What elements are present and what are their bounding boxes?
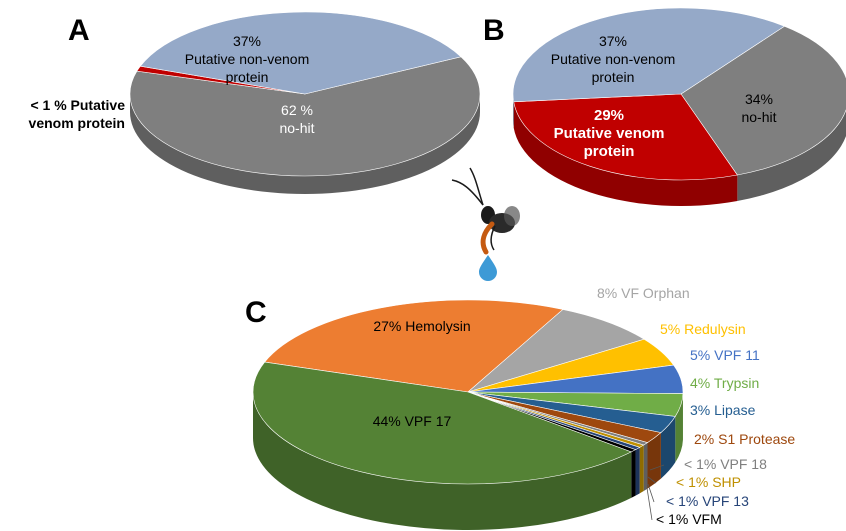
- slice-label-lipase: 3% Lipase: [690, 402, 756, 418]
- slice-label-trypsin: 4% Trypsin: [690, 375, 759, 391]
- pie-chart-c: 44% VPF 17 27% Hemolysin 8% VF Orphan 5% Re…: [253, 285, 795, 530]
- slice-label-vpf-11: 5% VPF 11: [690, 347, 760, 363]
- slice-label-vf-orphan: 8% VF Orphan: [597, 285, 690, 301]
- slice-label-vpf-18: < 1% VPF 18: [684, 456, 767, 472]
- pie-slices: [513, 8, 846, 180]
- slice-label-venom: < 1 % Putative venom protein: [29, 97, 126, 131]
- pie-side-vpf-18: [644, 443, 648, 491]
- slice-label-shp: < 1% SHP: [676, 474, 741, 490]
- slice-label-vpf-13: < 1% VPF 13: [666, 493, 749, 509]
- pie-slices: [130, 12, 480, 176]
- slice-label-redulysin: 5% Redulysin: [660, 321, 746, 337]
- slice-label-vpf-17: 44% VPF 17: [373, 413, 452, 429]
- panel-letter-c: C: [245, 296, 267, 329]
- slice-label-vfm: < 1% VFM: [656, 511, 722, 527]
- slice-label-hemolysin: 27% Hemolysin: [373, 318, 470, 334]
- pie-side-shp: [640, 445, 644, 493]
- slice-label-s1-protease: 2% S1 Protease: [694, 431, 795, 447]
- panel-letter-a: A: [68, 14, 90, 47]
- venom-drop-icon: [479, 255, 497, 281]
- pie-side-vpf-13: [636, 447, 640, 495]
- panel-letter-b: B: [483, 14, 505, 47]
- wasp-illustration: [452, 168, 520, 252]
- pie-side-vfm: [631, 450, 635, 498]
